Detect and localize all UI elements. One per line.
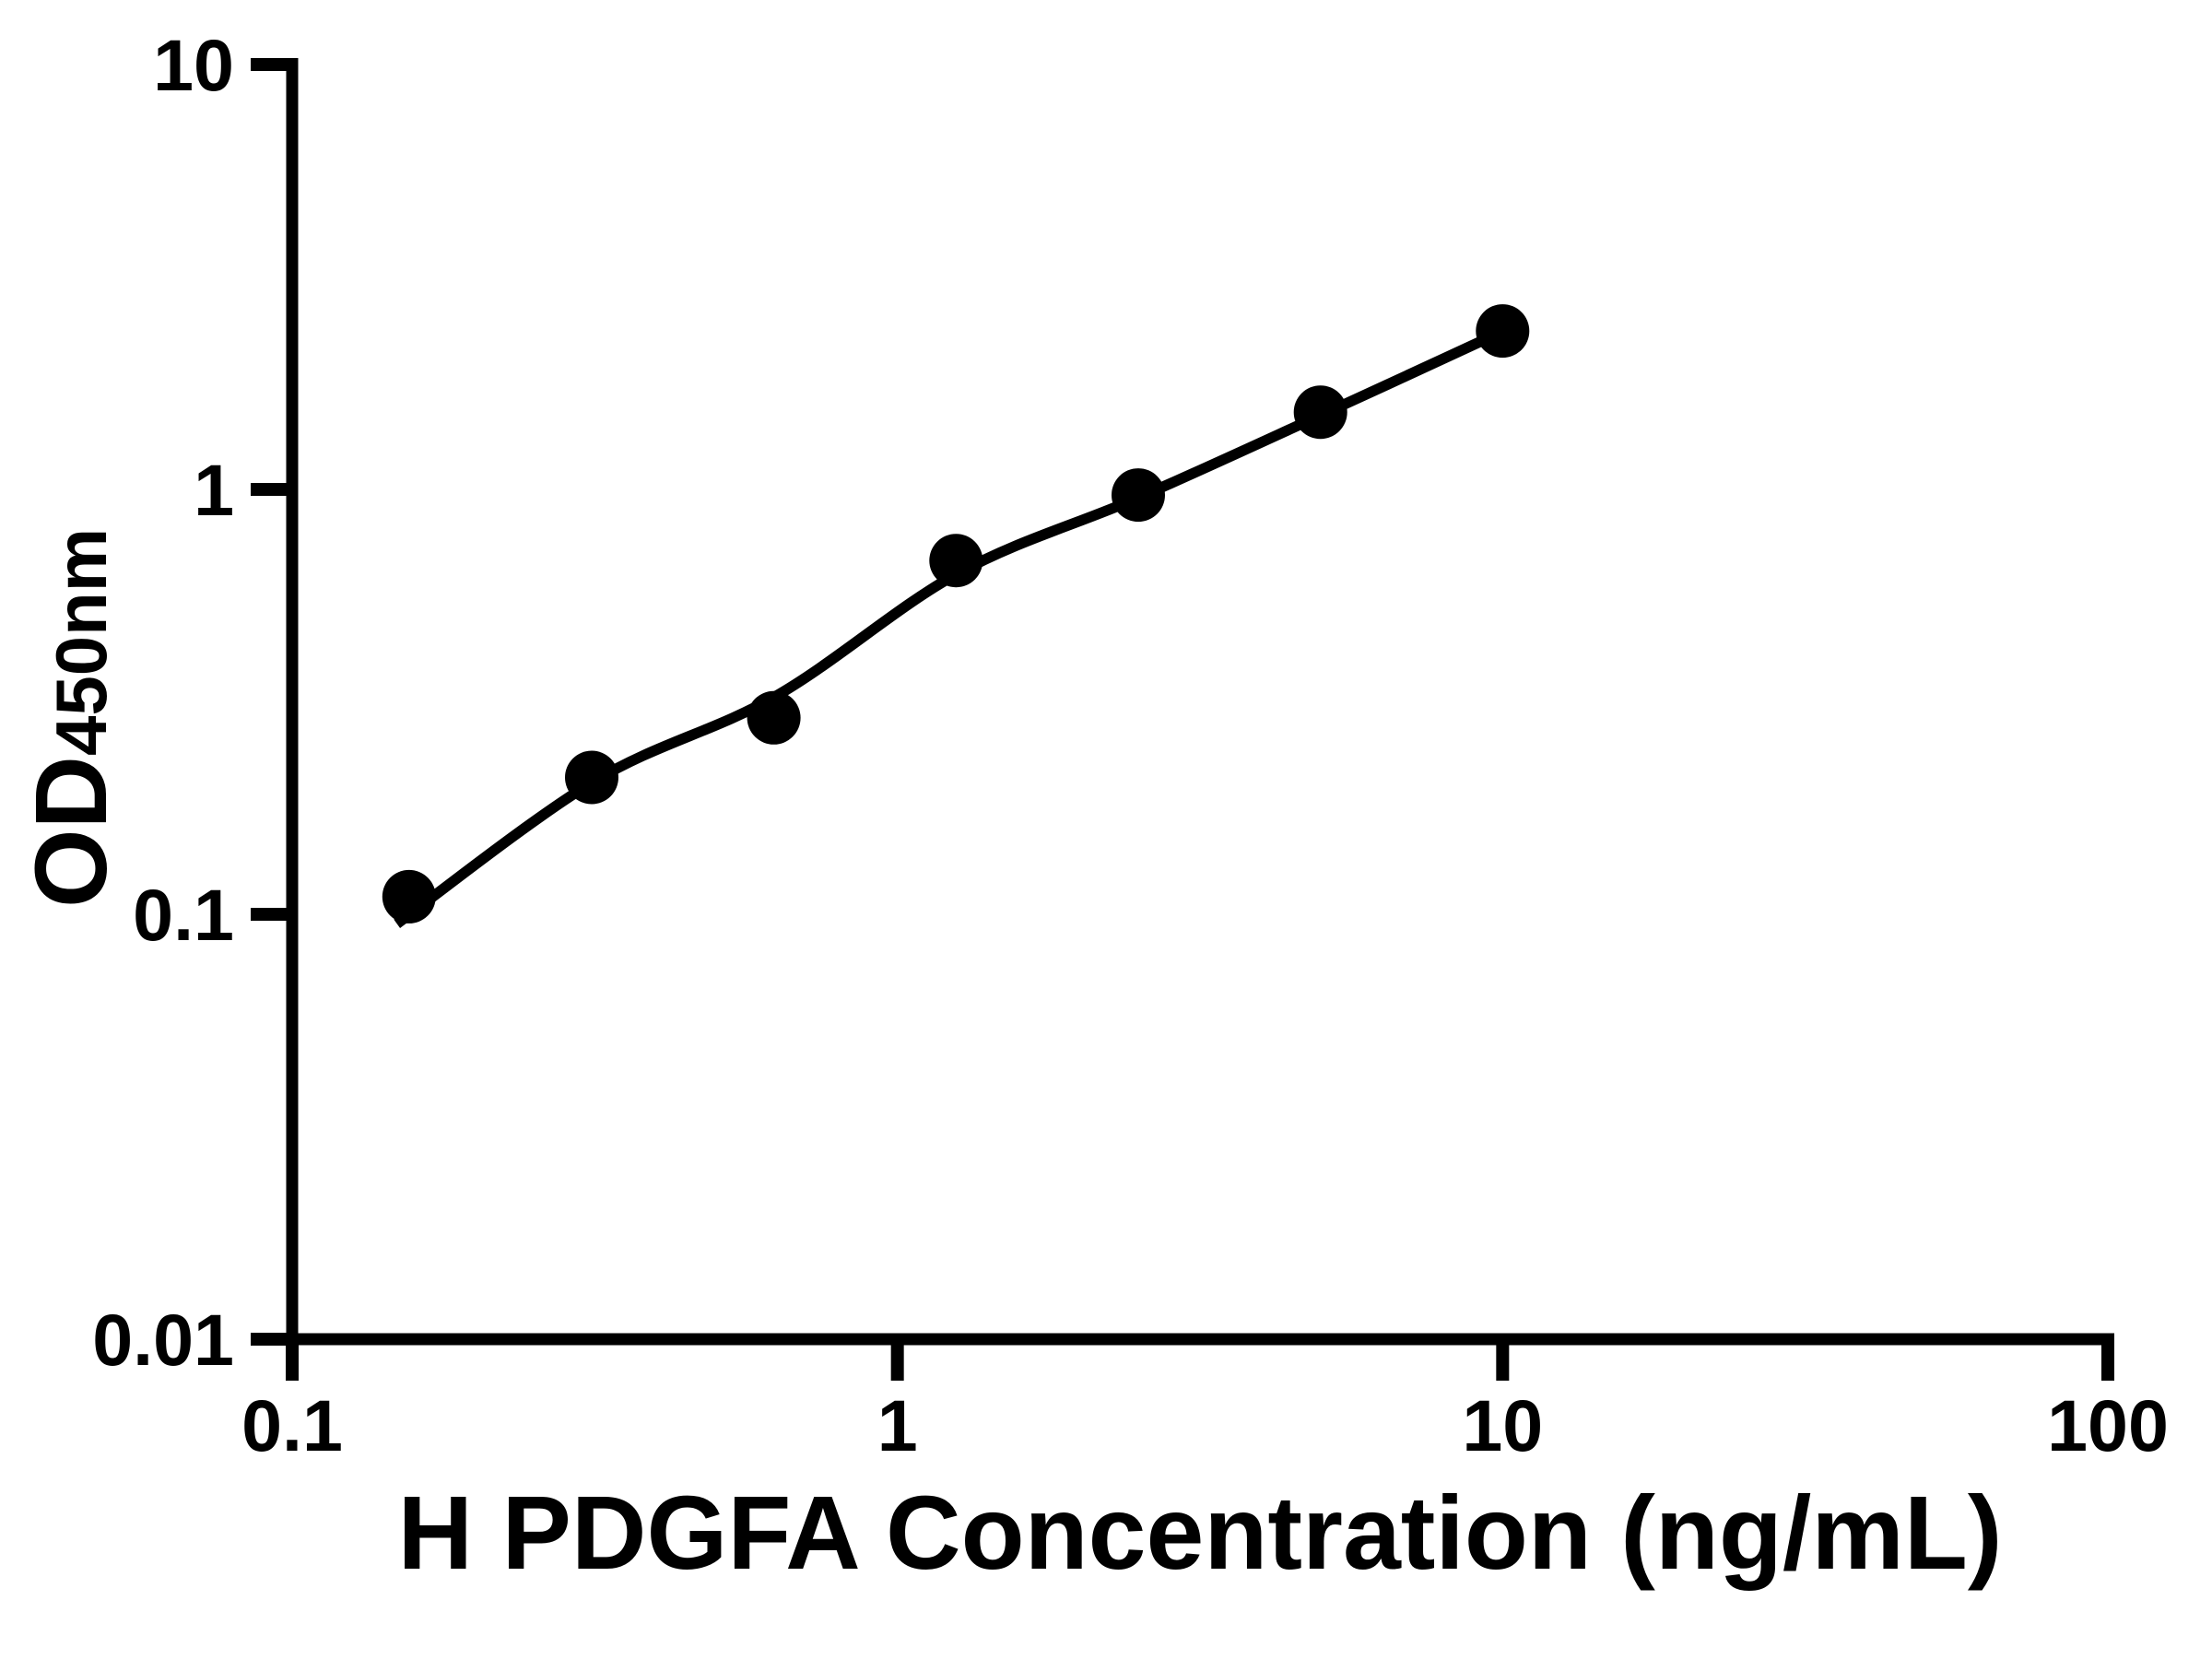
- y-axis-title-sub: 450nm: [41, 528, 122, 756]
- y-tick-label: 0.1: [133, 874, 234, 956]
- x-tick-label: 100: [2047, 1384, 2169, 1466]
- data-point-marker: [382, 869, 436, 924]
- data-point-marker: [1112, 468, 1165, 523]
- x-tick-label: 10: [1462, 1384, 1543, 1466]
- data-point-marker: [747, 690, 801, 745]
- data-point-marker: [1476, 304, 1530, 359]
- y-tick-label: 10: [153, 24, 234, 106]
- data-point-marker: [929, 534, 983, 588]
- y-tick-label: 1: [194, 449, 234, 531]
- y-tick-label: 0.01: [92, 1299, 234, 1381]
- data-point-marker: [1293, 385, 1347, 440]
- x-axis-title: H PDGFA Concentration (ng/mL): [398, 1475, 2003, 1591]
- data-point-marker: [565, 750, 618, 805]
- y-axis-title: OD450nm: [15, 528, 128, 908]
- y-axis-title-main: OD: [15, 756, 128, 908]
- x-tick-label: 0.1: [241, 1384, 343, 1466]
- x-tick-label: 1: [877, 1384, 918, 1466]
